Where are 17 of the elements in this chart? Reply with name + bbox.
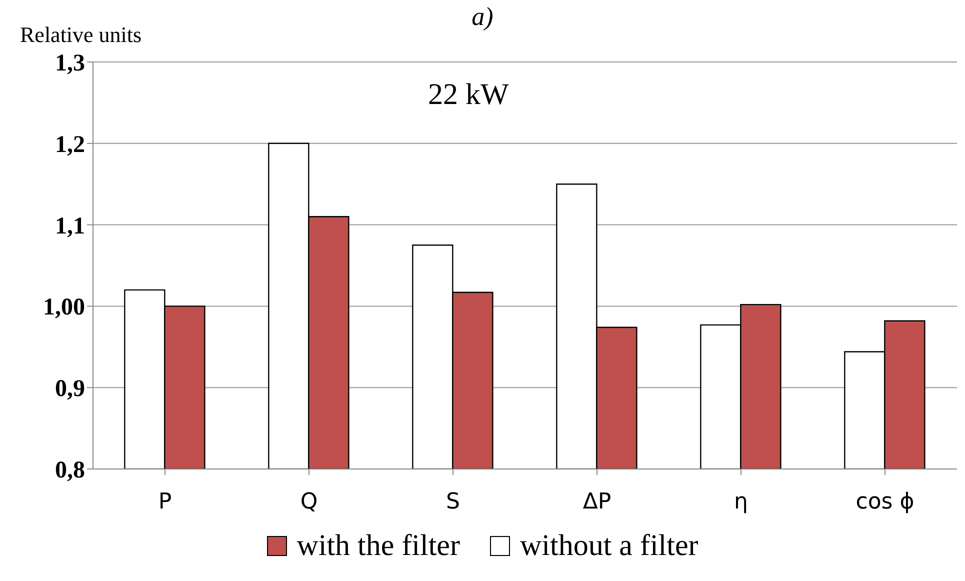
- x-tick-label: η: [734, 490, 748, 515]
- x-tick-label: ΔP: [582, 490, 612, 515]
- y-tick-label: 1,2: [55, 132, 85, 158]
- y-axis-title: Relative units: [20, 22, 142, 48]
- y-tick-label: 0,8: [55, 458, 85, 484]
- y-tick-label: 0,9: [55, 376, 85, 402]
- chart-title: a): [472, 2, 494, 31]
- y-tick-label: 1,1: [55, 213, 85, 240]
- x-tick-label: S: [446, 490, 460, 515]
- x-tick-label: cos ϕ: [856, 490, 914, 515]
- annotation: 22 kW: [428, 78, 509, 112]
- legend-label: with the filter: [296, 529, 460, 563]
- y-tick-label: 1,00: [43, 294, 85, 321]
- x-tick-label: Q: [300, 490, 318, 515]
- y-tick-label: 1,3: [55, 50, 85, 77]
- legend-label: without a filter: [520, 529, 698, 563]
- x-tick-label: P: [158, 490, 172, 515]
